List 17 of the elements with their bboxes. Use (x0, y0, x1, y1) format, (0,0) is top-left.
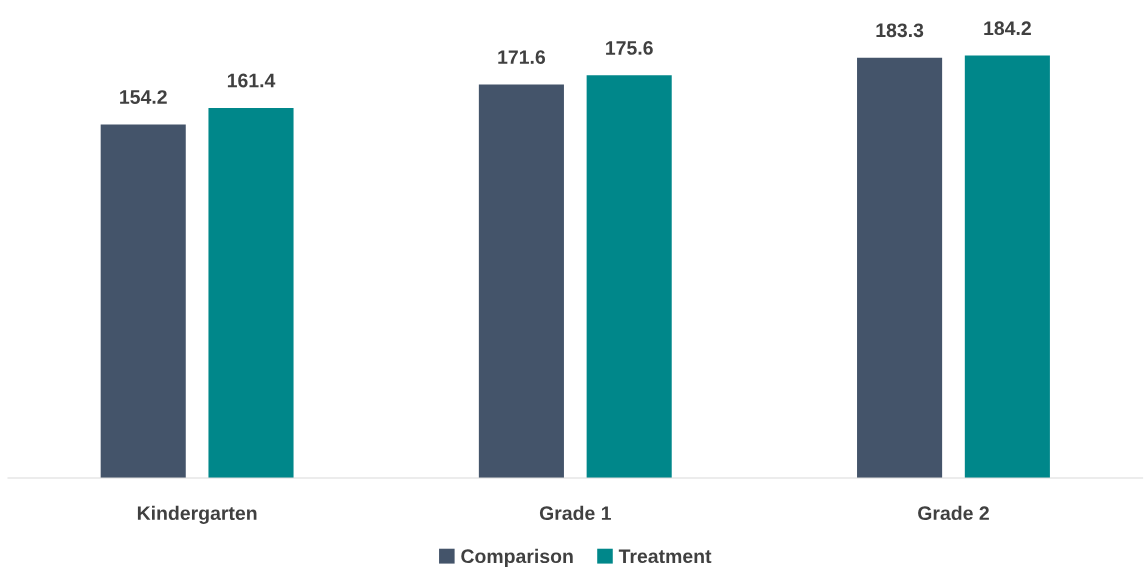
data-label: 171.6 (498, 50, 546, 64)
bar (100, 124, 186, 478)
data-label: 175.6 (606, 41, 653, 55)
bar (586, 75, 672, 478)
data-label: 183.3 (876, 23, 924, 38)
data-label: 161.4 (227, 73, 276, 88)
bar (964, 55, 1050, 478)
x-tick-label: Grade 2 (918, 505, 989, 521)
data-label: 184.2 (984, 21, 1031, 36)
x-tick-label: Kindergarten (137, 505, 257, 524)
data-label: 154.2 (120, 90, 167, 104)
bar (478, 84, 564, 478)
bar (208, 107, 294, 478)
legend-label: Comparison (461, 548, 573, 567)
bar (857, 57, 943, 478)
legend-label: Treatment (618, 549, 712, 564)
x-tick-label: Grade 1 (539, 505, 611, 521)
